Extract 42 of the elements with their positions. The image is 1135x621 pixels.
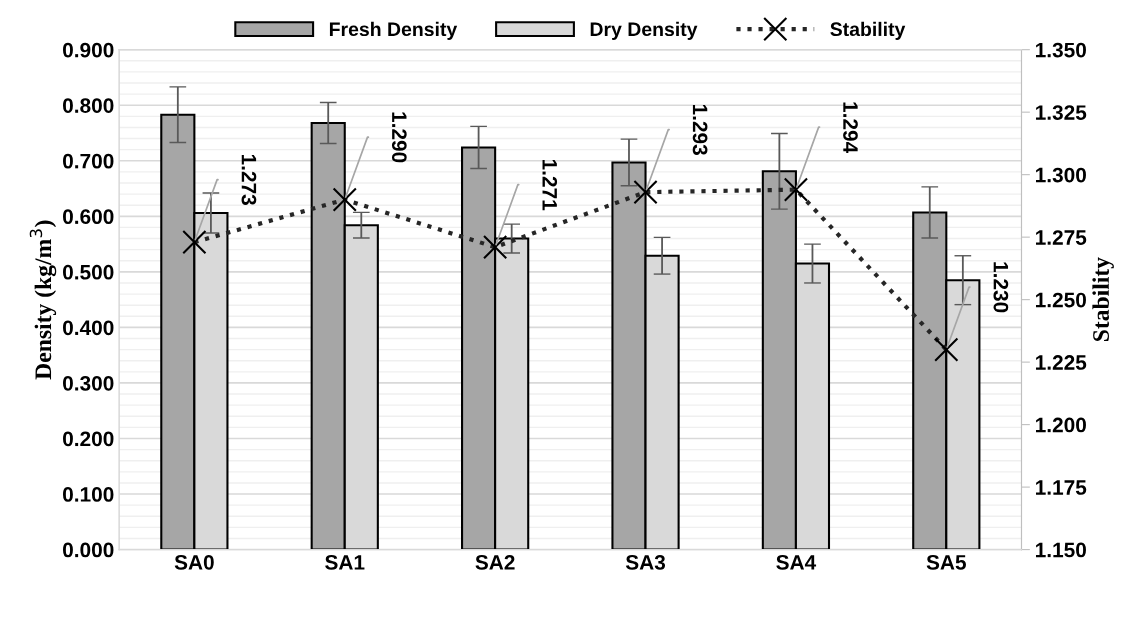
y2-tick-label: 1.150	[1036, 542, 1086, 558]
data-label: 1.294	[843, 102, 858, 154]
y2-tick-label: 1.200	[1036, 417, 1086, 433]
data-label: 1.290	[391, 112, 407, 163]
y-tick-label: 0.800	[63, 98, 114, 113]
data-label: 1.271	[542, 159, 558, 211]
x-tick-label: SA2	[475, 555, 515, 570]
y-axis-title: Density (kg/m$^{3}$)	[29, 220, 57, 380]
y-tick-label: 0.700	[63, 153, 114, 169]
data-label: 1.273	[241, 154, 257, 205]
y2-tick-label: 1.225	[1036, 355, 1087, 370]
y2-tick-label: 1.250	[1036, 292, 1086, 308]
point	[633, 180, 658, 205]
x-tick-label: SA5	[926, 555, 966, 570]
x-tick-label: SA1	[325, 555, 365, 570]
point	[934, 337, 959, 362]
x-tick-label: SA4	[776, 555, 817, 570]
legend-label: Fresh Density	[329, 21, 458, 40]
data-label: 1.293	[692, 104, 708, 155]
point	[182, 229, 207, 255]
y-tick-label: 0.300	[63, 375, 114, 391]
point	[482, 234, 508, 260]
x-tick-label: SA0	[174, 555, 214, 570]
y2-axis-title: Stability	[1092, 257, 1114, 342]
y-tick-label: 0.600	[63, 209, 114, 225]
y2-tick-label: 1.175	[1036, 480, 1087, 495]
y-tick-label: 0.400	[63, 320, 114, 336]
point	[783, 177, 809, 202]
x-tick-label: SA3	[625, 555, 666, 570]
legend-label: Stability	[830, 21, 906, 40]
y-tick-label: 0.200	[63, 431, 114, 447]
y2-tick-label: 1.275	[1036, 230, 1087, 245]
y-tick-label: 0.000	[63, 542, 114, 558]
data-label: 1.230	[993, 262, 1009, 313]
legend-label: Dry Density	[590, 21, 698, 40]
y2-tick-label: 1.350	[1036, 42, 1086, 58]
y-tick-label: 0.900	[63, 42, 114, 58]
y-tick-label: 0.100	[63, 487, 114, 502]
point	[332, 187, 357, 212]
y2-tick-label: 1.325	[1036, 105, 1087, 120]
y-tick-label: 0.500	[63, 264, 114, 280]
y2-tick-label: 1.300	[1036, 167, 1086, 183]
